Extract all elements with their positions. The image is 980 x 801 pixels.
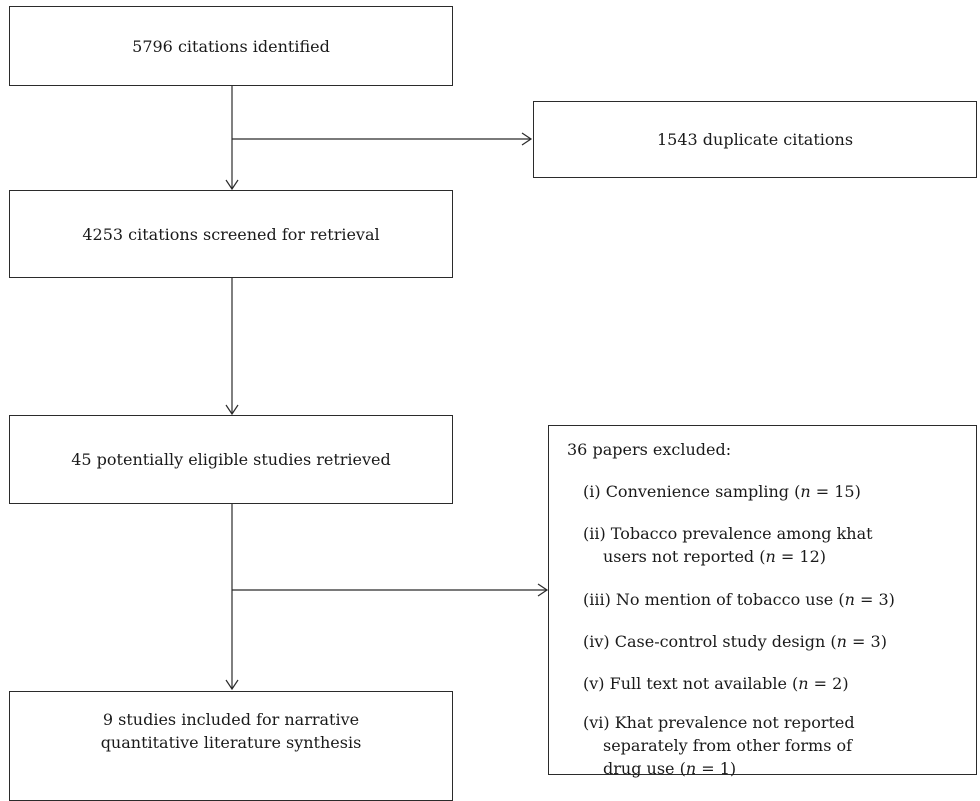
excluded-item-4: (iv) Case-control study design (n = 3)	[583, 632, 887, 651]
box-retrieved: 45 potentially eligible studies retrieve…	[9, 415, 453, 504]
box-retrieved-label: 45 potentially eligible studies retrieve…	[71, 450, 391, 469]
excluded-item-1: (i) Convenience sampling (n = 15)	[583, 482, 861, 501]
box-screened-label: 4253 citations screened for retrieval	[82, 224, 380, 244]
box-duplicates-label: 1543 duplicate citations	[656, 130, 854, 149]
box-screened: 4253 citations screened for retrieval	[9, 190, 453, 278]
box-duplicates: 1543 duplicate citations	[533, 101, 977, 178]
excluded-item-6: (vi) Khat prevalence not reported separa…	[583, 713, 855, 778]
box-included-line2: quantitative literature synthesis	[100, 733, 362, 752]
excluded-title: 36 papers excluded:	[567, 440, 732, 459]
excluded-item-2: (ii) Tobacco prevalence among khat users…	[583, 524, 873, 566]
box-excluded: 36 papers excluded: (i) Convenience samp…	[548, 425, 977, 778]
box-identified: 5796 citations identified	[9, 6, 453, 86]
box-included: 9 studies included for narrative quantit…	[9, 691, 453, 801]
excluded-item-5: (v) Full text not available (n = 2)	[583, 674, 849, 693]
box-included-line1: 9 studies included for narrative	[102, 710, 360, 729]
excluded-item-3: (iii) No mention of tobacco use (n = 3)	[583, 590, 895, 609]
box-identified-label: 5796 citations identified	[132, 36, 330, 56]
